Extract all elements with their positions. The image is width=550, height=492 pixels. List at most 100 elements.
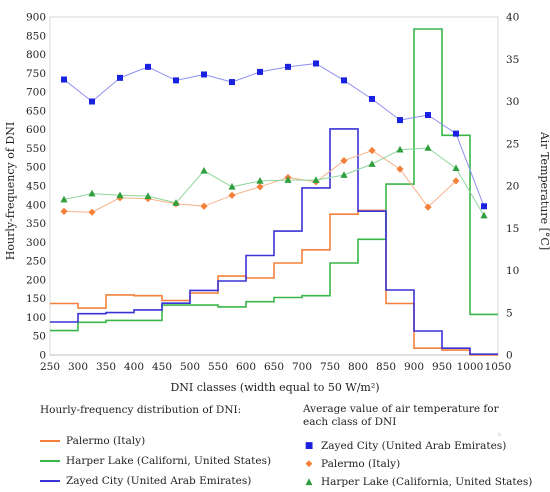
y-right-tick-label: 40: [506, 12, 519, 24]
frequency-series-line-1: [50, 28, 498, 332]
y-right-tick-label: 30: [506, 96, 519, 108]
y-left-tick-label: 700: [26, 87, 46, 99]
temperature-point-triangle: [88, 189, 96, 197]
x-tick-label: 450: [152, 361, 172, 373]
x-tick-label: 950: [432, 361, 452, 373]
x-tick-label: 700: [292, 361, 312, 373]
legend-item-zayed-city: Zayed City (United Arab Emirates): [40, 471, 290, 491]
temperature-point-square: [285, 63, 291, 70]
y-left-tick-label: 600: [26, 124, 46, 136]
temperature-point-diamond: [88, 208, 96, 216]
temperature-point-triangle: [284, 176, 292, 183]
x-axis-label: DNI classes (width equal to 50 W/m²): [170, 381, 379, 394]
frequency-legend-heading: Hourly-frequency distribution of DNI:: [40, 404, 242, 416]
diamond-marker-icon: ◆: [305, 459, 313, 469]
legend-label: Harper Lake (Californi, United States): [66, 454, 272, 467]
temperature-point-square: [173, 77, 179, 84]
x-tick-label: 600: [236, 361, 256, 373]
y-axis-right-label: Air Temperature [°C]: [538, 131, 550, 250]
temperature-point-triangle: [396, 145, 404, 153]
y-left-tick-label: 800: [26, 49, 46, 61]
legend-item-harper-lake: Harper Lake (Californi, United States): [40, 451, 290, 471]
temperature-point-triangle: [116, 191, 124, 199]
x-tick-label: 300: [68, 361, 88, 373]
x-tick-label: 750: [320, 361, 340, 373]
temperature-point-triangle: [452, 164, 460, 172]
temperature-point-triangle: [256, 177, 264, 184]
temperature-point-square: [313, 60, 319, 67]
temperature-point-square: [397, 117, 403, 124]
y-right-tick-label: 5: [506, 307, 513, 319]
y-left-tick-label: 650: [26, 105, 46, 117]
y-left-tick-label: 750: [26, 68, 46, 80]
temperature-point-square: [201, 71, 207, 78]
temperature-point-diamond: [256, 183, 264, 191]
legend-label: Zayed City (United Arab Emirates): [321, 439, 507, 452]
x-tick-label: 1050: [485, 361, 512, 373]
stray-mark: ◦: [497, 431, 503, 441]
y-left-tick-label: 300: [26, 237, 46, 249]
temperature-series-line-0: [63, 62, 485, 207]
x-tick-label: 550: [208, 361, 228, 373]
temperature-point-square: [117, 74, 123, 81]
y-right-tick-label: 15: [506, 223, 519, 235]
legend-item-harper-lake-temp: ▲ Harper Lake (California, United States…: [303, 473, 543, 491]
temperature-point-diamond: [200, 202, 208, 210]
y-right-tick-label: 35: [506, 54, 519, 66]
y-left-tick-label: 200: [26, 274, 46, 286]
temperature-legend: Average value of air temperature for eac…: [303, 403, 543, 491]
temperature-point-triangle: [172, 199, 180, 206]
x-tick-label: 800: [348, 361, 368, 373]
temperature-point-diamond: [424, 203, 432, 211]
temperature-point-diamond: [368, 146, 376, 155]
y-left-tick-label: 0: [39, 350, 46, 362]
legend-label: Zayed City (United Arab Emirates): [66, 474, 252, 487]
temperature-point-diamond: [340, 157, 348, 165]
frequency-legend: Hourly-frequency distribution of DNI: Pa…: [40, 404, 290, 491]
zayed-city-line-swatch: [40, 480, 60, 482]
x-tick-label: 900: [404, 361, 424, 373]
temperature-point-square: [369, 95, 375, 102]
x-tick-label: 650: [264, 361, 284, 373]
temperature-point-square: [481, 203, 487, 210]
temperature-point-square: [257, 68, 263, 75]
y-right-tick-label: 25: [506, 138, 519, 150]
temperature-point-triangle: [368, 160, 376, 167]
legend-label: Harper Lake (California, United States): [321, 475, 533, 488]
y-left-tick-label: 500: [26, 162, 46, 174]
frequency-series-line-2: [50, 128, 498, 355]
temperature-point-diamond: [228, 191, 236, 199]
x-tick-label: 850: [376, 361, 396, 373]
temperature-point-square: [145, 63, 151, 70]
temperature-point-triangle: [144, 192, 152, 199]
temperature-point-diamond: [396, 165, 404, 173]
temperature-point-triangle: [340, 171, 348, 178]
y-right-tick-label: 10: [506, 265, 519, 277]
y-left-tick-label: 400: [26, 199, 46, 211]
y-left-tick-label: 900: [26, 12, 46, 24]
temperature-point-triangle: [312, 176, 320, 183]
harper-lake-line-swatch: [40, 460, 60, 462]
x-tick-label: 250: [40, 361, 60, 373]
legend-item-zayed-city-temp: ■ Zayed City (United Arab Emirates): [303, 437, 543, 455]
y-left-tick-label: 100: [26, 312, 46, 324]
temperature-point-triangle: [200, 166, 208, 174]
y-axis-left-label: Hourly-frequency of DNI: [4, 122, 17, 260]
temperature-legend-heading: Average value of air temperature for eac…: [303, 403, 499, 428]
temperature-point-square: [229, 79, 235, 86]
plot-area-border: [49, 16, 499, 356]
y-right-tick-label: 0: [506, 350, 513, 362]
y-right-tick-label: 20: [506, 181, 519, 193]
x-tick-label: 400: [124, 361, 144, 373]
y-left-tick-label: 850: [26, 30, 46, 42]
x-tick-label: 350: [96, 361, 116, 373]
temperature-point-diamond: [60, 207, 68, 215]
y-left-tick-label: 150: [26, 293, 46, 305]
temperature-point-square: [453, 130, 459, 137]
frequency-series-line-0: [50, 209, 498, 356]
y-left-tick-label: 450: [26, 181, 46, 193]
temperature-point-square: [425, 112, 431, 119]
temperature-point-square: [341, 77, 347, 84]
legend-item-palermo: Palermo (Italy): [40, 431, 290, 451]
x-tick-label: 1000: [457, 361, 484, 373]
